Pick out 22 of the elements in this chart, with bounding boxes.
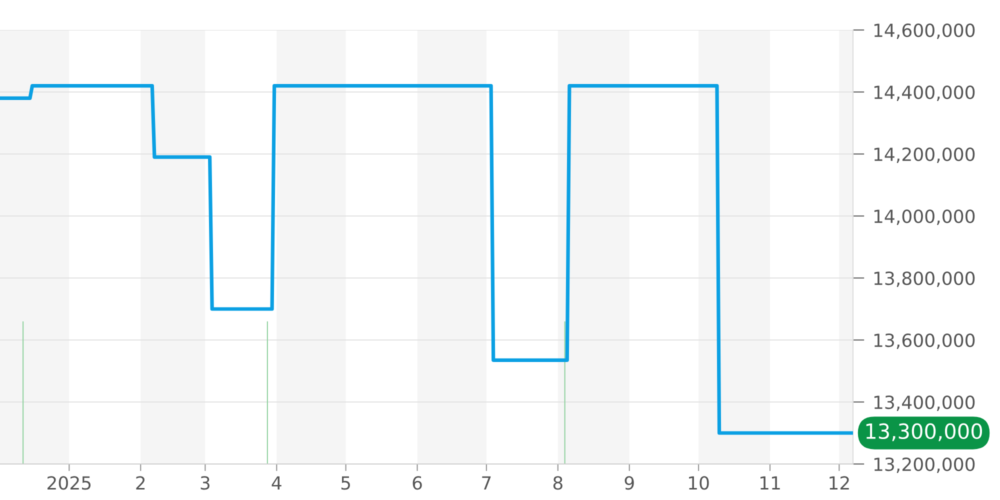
y-tick-label: 13,200,000	[874, 457, 975, 473]
x-tick-label: 5	[341, 476, 350, 490]
y-tick-label: 13,800,000	[874, 271, 975, 287]
y-tick-label: 14,200,000	[874, 147, 975, 163]
y-tick-label: 13,600,000	[874, 333, 975, 349]
x-tick-label: 2	[136, 476, 145, 490]
y-tick-label: 13,400,000	[874, 395, 975, 411]
x-tick-label: 7	[482, 476, 491, 490]
x-tick-label: 6	[412, 476, 422, 490]
x-tick-label: 4	[272, 476, 282, 490]
annotation: 13,300,000	[866, 423, 982, 442]
x-tick-label: 12	[830, 476, 849, 490]
y-tick-label: 14,000,000	[874, 209, 975, 225]
x-tick-label: 9	[624, 476, 634, 490]
y-tick-label: 14,400,000	[874, 85, 975, 101]
x-tick-label: 8	[553, 476, 562, 490]
y-tick-label: 14,600,000	[874, 23, 975, 39]
x-tick-label: 10	[689, 476, 709, 490]
x-tick-label: 2025	[48, 476, 91, 490]
line-series	[0, 84, 853, 435]
x-tick-label: 11	[760, 476, 780, 490]
x-tick-label: 3	[200, 476, 210, 490]
